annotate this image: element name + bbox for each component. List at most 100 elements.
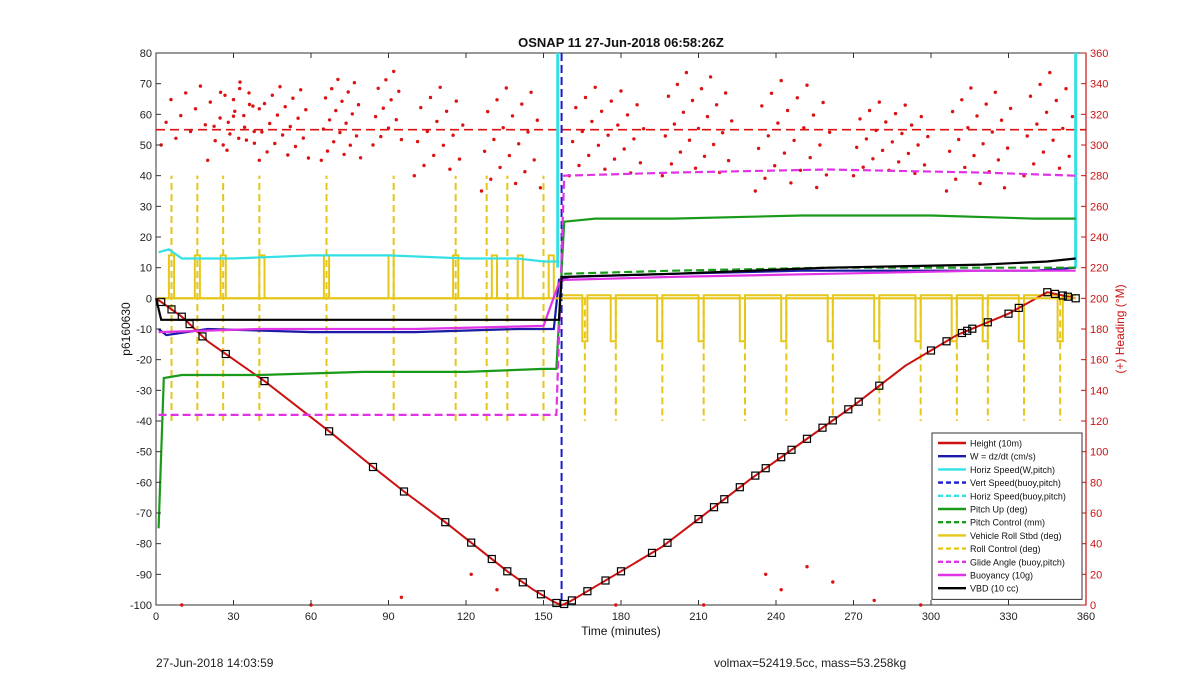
heading-point	[164, 120, 168, 125]
heading-point	[257, 107, 261, 111]
y-tick-label: 30	[140, 201, 152, 213]
heading-point	[687, 138, 692, 142]
heading-point	[903, 103, 907, 107]
heading-point	[526, 130, 530, 134]
heading-point	[730, 119, 734, 123]
legend-label: Pitch Up (deg)	[970, 505, 1028, 515]
heading-point	[501, 126, 505, 130]
heading-point	[798, 168, 803, 172]
heading-point	[340, 99, 344, 104]
heading-point	[373, 114, 378, 119]
heading-point	[397, 89, 401, 94]
heading-point	[296, 116, 300, 120]
height-marker	[968, 324, 977, 333]
heading-point	[457, 157, 462, 161]
heading-point	[262, 101, 267, 106]
y-tick-label-right: 60	[1090, 508, 1102, 520]
heading-point	[1025, 134, 1029, 138]
heading-point	[469, 572, 473, 576]
height-marker	[828, 416, 837, 425]
y-tick-label-right: 120	[1090, 416, 1108, 428]
heading-point	[1044, 110, 1049, 115]
heading-point	[625, 113, 630, 117]
heading-point	[435, 119, 439, 124]
heading-point	[291, 96, 295, 100]
heading-point	[348, 143, 352, 147]
y-tick-label: -60	[136, 477, 152, 489]
height-marker	[167, 305, 176, 314]
heading-point	[890, 140, 894, 144]
heading-point	[399, 595, 404, 599]
height-marker	[957, 328, 967, 338]
y-tick-label: -90	[136, 569, 152, 581]
heading-point	[180, 603, 184, 607]
heading-point	[354, 134, 359, 138]
height-marker	[963, 326, 972, 335]
heading-point	[319, 158, 323, 162]
heading-point	[779, 78, 783, 83]
heading-point	[1002, 186, 1007, 190]
heading-point	[827, 130, 832, 134]
heading-point	[782, 151, 787, 155]
y-tick-label: -10	[136, 324, 152, 336]
heading-point	[304, 108, 308, 112]
heading-point	[824, 173, 829, 177]
x-tick-label: 300	[922, 611, 940, 623]
heading-point	[495, 588, 499, 592]
footer-volmax-mass: volmax=52419.5cc, mass=53.258kg	[714, 656, 907, 670]
height-marker	[567, 596, 577, 605]
heading-point	[811, 113, 816, 117]
heading-point	[419, 105, 423, 110]
heading-point	[415, 139, 420, 144]
series-vehicle-roll-line	[156, 254, 1076, 343]
height-marker	[663, 538, 672, 547]
heading-point	[251, 104, 255, 108]
heading-point	[504, 86, 508, 90]
heading-point	[858, 117, 862, 121]
height-marker	[518, 578, 527, 587]
height-marker	[560, 599, 569, 609]
heading-point	[663, 134, 667, 138]
heading-point	[288, 124, 292, 129]
heading-point	[950, 109, 955, 114]
heading-point	[978, 181, 982, 186]
y-tick-label: 40	[140, 171, 152, 183]
chart-title: OSNAP 11 27-Jun-2018 06:58:26Z	[518, 35, 724, 50]
heading-point	[231, 114, 236, 118]
heading-point	[538, 186, 543, 190]
heading-point	[275, 113, 280, 117]
heading-point	[159, 143, 163, 147]
height-marker	[787, 445, 796, 454]
heading-point	[306, 156, 311, 160]
series-heading	[159, 69, 1075, 607]
heading-point	[384, 78, 388, 82]
height-marker	[875, 381, 884, 390]
heading-point	[1005, 146, 1010, 150]
heading-point	[376, 86, 380, 91]
x-tick-label: 360	[1077, 611, 1095, 623]
heading-point	[954, 177, 958, 181]
x-tick-label: 90	[382, 611, 394, 623]
height-marker	[926, 346, 936, 355]
height-marker	[616, 567, 626, 576]
height-marker	[487, 554, 496, 564]
x-tick-label: 240	[767, 611, 785, 623]
heading-point	[1032, 162, 1036, 166]
height-marker	[1058, 291, 1067, 300]
heading-point	[238, 80, 242, 84]
heading-point	[880, 148, 885, 153]
legend-label: Glide Angle (buoy,pitch)	[970, 557, 1065, 567]
heading-point	[252, 141, 257, 145]
x-axis-label: Time (minutes)	[581, 624, 661, 638]
height-marker	[368, 462, 378, 472]
height-marker	[325, 427, 334, 436]
y-tick-label-right: 300	[1090, 140, 1108, 152]
heading-point	[963, 165, 967, 170]
heading-point	[523, 170, 527, 174]
x-tick-label: 120	[457, 611, 475, 623]
heading-point	[702, 603, 706, 607]
heading-point	[428, 95, 433, 100]
heading-point	[174, 136, 178, 140]
heading-point	[619, 89, 623, 93]
y-tick-label-right: 20	[1090, 569, 1102, 581]
